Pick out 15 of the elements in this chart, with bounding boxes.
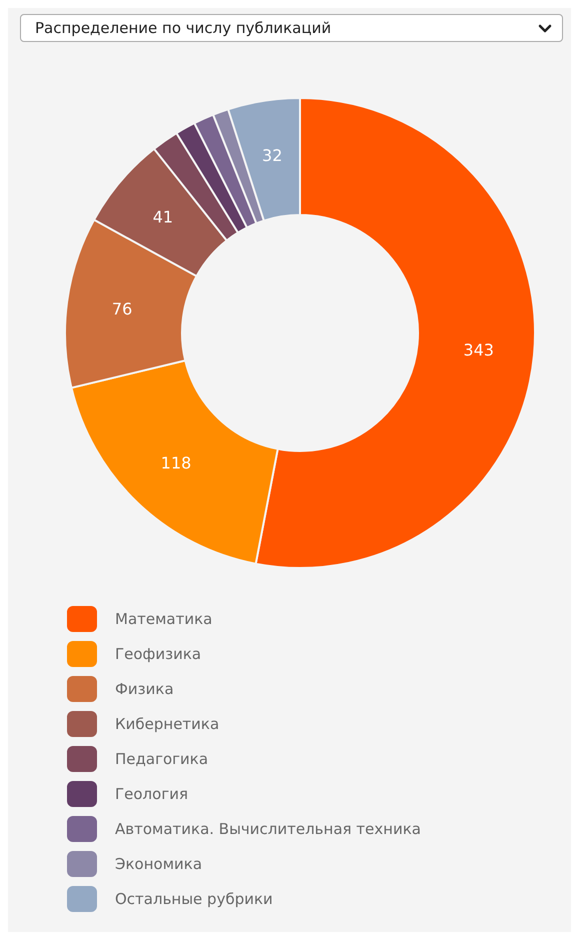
data-label: 32 bbox=[262, 146, 282, 166]
data-label: 41 bbox=[152, 208, 174, 227]
legend-label: Автоматика. Вычислительная техника bbox=[115, 820, 421, 838]
legend-label: Экономика bbox=[115, 855, 202, 873]
legend-label: Физика bbox=[115, 680, 174, 698]
legend-label: Педагогика bbox=[115, 750, 208, 768]
legend-label: Кибернетика bbox=[115, 715, 220, 733]
legend-label: Остальные рубрики bbox=[115, 890, 273, 908]
legend-label: Геофизика bbox=[115, 645, 202, 663]
data-label: 76 bbox=[112, 300, 132, 319]
legend-label: Математика bbox=[115, 610, 212, 628]
data-label: 118 bbox=[160, 453, 192, 472]
data-label: 343 bbox=[463, 340, 494, 360]
legend-label: Геология bbox=[115, 785, 188, 803]
chart-title: Распределение по числу публикаций bbox=[35, 19, 332, 37]
